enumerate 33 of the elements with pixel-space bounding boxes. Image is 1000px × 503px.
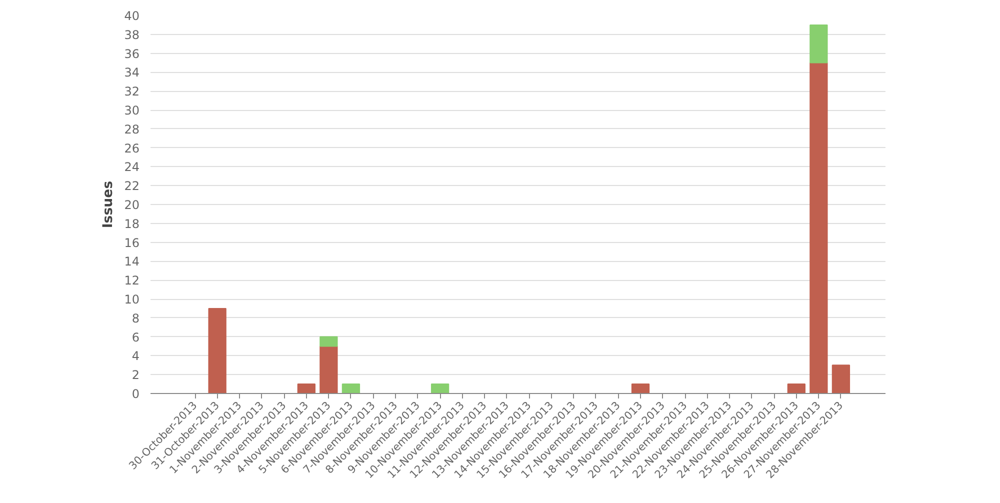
y-tick-label: 12 <box>124 274 140 288</box>
y-tick-label: 6 <box>132 330 140 344</box>
y-tick-label: 38 <box>124 28 140 42</box>
y-tick-label: 14 <box>124 254 140 269</box>
y-tick-label: 16 <box>124 236 140 250</box>
y-tick-label: 36 <box>124 46 140 61</box>
y-tick-label: 22 <box>124 179 140 194</box>
bar <box>320 336 338 347</box>
y-tick-label: 2 <box>132 368 140 382</box>
y-tick-label: 40 <box>124 9 140 23</box>
y-tick-label: 18 <box>124 216 140 231</box>
y-axis-title: Issues <box>101 180 116 228</box>
bar <box>342 384 360 394</box>
y-tick-label: 26 <box>124 141 140 156</box>
bar <box>631 384 650 394</box>
bar <box>297 384 316 394</box>
y-tick-label: 34 <box>124 66 140 80</box>
y-tick-label: 30 <box>124 104 140 118</box>
y-tick-label: 0 <box>132 387 140 401</box>
y-tick-label: 10 <box>124 292 140 306</box>
bar <box>208 308 226 394</box>
bar <box>832 364 850 394</box>
y-tick-label: 28 <box>124 122 140 136</box>
y-tick-label: 4 <box>132 349 140 364</box>
bar <box>320 346 338 394</box>
bar <box>430 384 450 394</box>
y-tick-label: 20 <box>124 198 140 212</box>
bar <box>810 24 828 64</box>
bar <box>810 62 828 394</box>
bar <box>787 384 806 394</box>
y-tick-label: 32 <box>124 84 140 99</box>
y-tick-label: 24 <box>124 160 140 174</box>
y-tick-label: 8 <box>132 311 140 326</box>
